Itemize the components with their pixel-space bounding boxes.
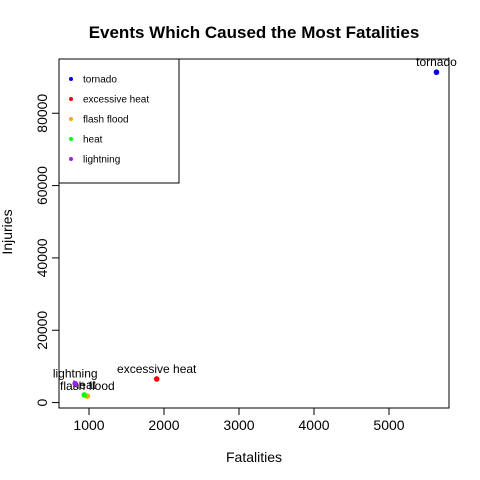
x-tick-label: 4000 — [298, 417, 329, 433]
legend-label: tornado — [83, 75, 117, 86]
y-tick-label: 20000 — [34, 311, 50, 350]
y-tick-label: 80000 — [34, 94, 50, 133]
x-tick-label: 2000 — [148, 417, 179, 433]
x-tick-label: 3000 — [223, 417, 254, 433]
legend-marker — [69, 77, 73, 81]
legend-marker — [69, 137, 73, 141]
data-point — [433, 69, 440, 76]
legend-label: flash flood — [83, 115, 129, 126]
x-tick-label: 5000 — [373, 417, 404, 433]
x-tick-label: 1000 — [73, 417, 104, 433]
data-point — [72, 380, 78, 387]
data-point — [81, 392, 88, 398]
point-label: tornado — [416, 55, 457, 69]
legend-marker — [69, 157, 73, 161]
y-tick-label: 0 — [34, 398, 50, 406]
y-axis-label: Injuries — [0, 209, 15, 254]
data-points — [72, 69, 440, 399]
point-label: heat — [73, 378, 97, 392]
legend-label: excessive heat — [83, 95, 149, 106]
point-label: excessive heat — [117, 362, 197, 376]
legend-box — [58, 58, 180, 184]
legend-label: lightning — [83, 155, 120, 166]
data-point — [153, 376, 160, 382]
legend-label: heat — [83, 135, 103, 146]
chart-title: Events Which Caused the Most Fatalities — [89, 23, 420, 42]
y-tick-label: 60000 — [34, 166, 50, 205]
legend-marker — [69, 97, 73, 101]
y-tick-label: 40000 — [34, 238, 50, 277]
legend-marker — [69, 117, 73, 121]
point-label: lightning — [53, 367, 98, 381]
x-axis-label: Fatalities — [226, 449, 282, 465]
legend: tornado excessive heat flash flood heat ligh… — [58, 58, 180, 184]
